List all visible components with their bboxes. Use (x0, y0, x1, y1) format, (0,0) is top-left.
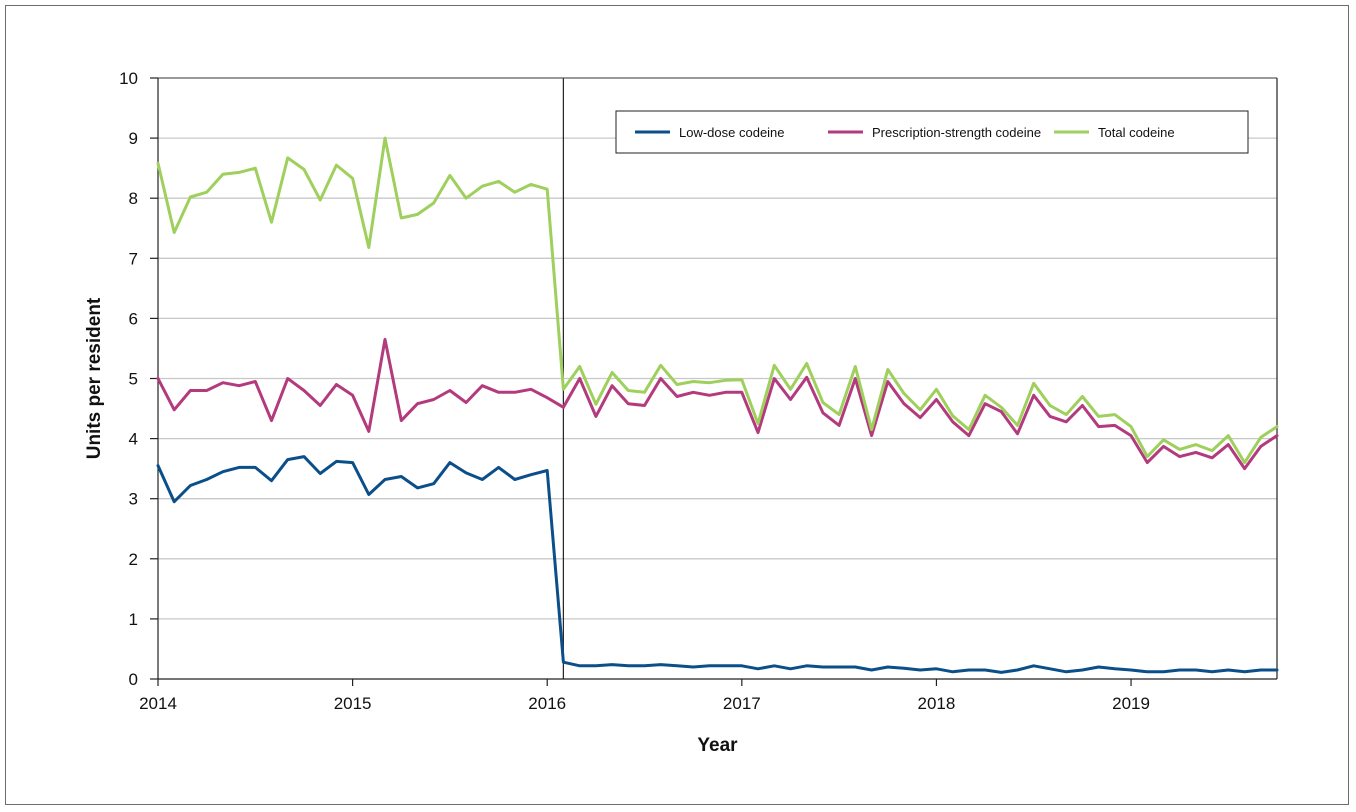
series-line-0 (156, 455, 1279, 674)
x-tick-label-2016: 2016 (528, 694, 566, 713)
y-tick-label-10: 10 (119, 69, 138, 88)
y-tick-label-9: 9 (129, 129, 138, 148)
y-tick-label-7: 7 (129, 249, 138, 268)
x-tick-label-2014: 2014 (139, 694, 177, 713)
legend-label-0: Low-dose codeine (679, 125, 785, 140)
y-tick-label-5: 5 (129, 370, 138, 389)
y-tick-label-2: 2 (129, 550, 138, 569)
y-tick-labels: 0 1 2 3 4 5 6 7 8 9 10 (119, 69, 138, 689)
legend-label-2: Total codeine (1098, 125, 1175, 140)
series-line-1 (156, 337, 1279, 471)
y-tick-label-1: 1 (129, 610, 138, 629)
x-axis-title: Year (697, 735, 738, 756)
y-tick-label-4: 4 (129, 430, 138, 449)
legend-label-1: Prescription-strength codeine (872, 125, 1041, 140)
x-tick-label-2018: 2018 (918, 694, 956, 713)
figure-frame (5, 5, 1349, 805)
x-tick-label-2017: 2017 (723, 694, 761, 713)
y-tick-label-6: 6 (129, 309, 138, 328)
x-tick-label-2019: 2019 (1112, 694, 1150, 713)
legend-box (615, 110, 1249, 154)
y-axis-title: Units per resident (84, 297, 105, 459)
x-tick-labels: 2014 2015 2016 2017 2018 2019 (139, 694, 1150, 713)
y-tick-label-3: 3 (129, 490, 138, 509)
grid-lines (158, 77, 1277, 620)
series-lines (156, 136, 1279, 674)
legend: Low-dose codeine Prescription-strength co… (615, 110, 1249, 154)
y-tick-label-8: 8 (129, 189, 138, 208)
series-line-2 (156, 136, 1279, 465)
x-tick-label-2015: 2015 (334, 694, 372, 713)
y-tick-label-0: 0 (129, 670, 138, 689)
